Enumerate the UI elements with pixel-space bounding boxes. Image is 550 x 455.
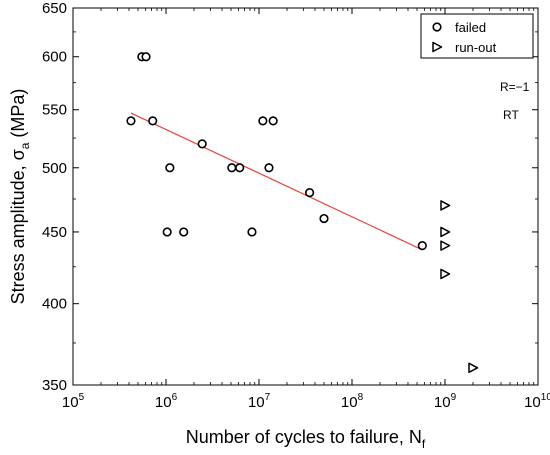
y-tick-label: 650 xyxy=(42,0,67,17)
legend-label: run-out xyxy=(455,40,497,55)
legend-box xyxy=(420,13,534,59)
run-out-point xyxy=(440,240,451,251)
failed-point xyxy=(264,163,274,173)
fit-line xyxy=(130,112,423,251)
y-tick-label: 550 xyxy=(42,102,67,119)
x-tick-label: 1010 xyxy=(524,392,550,411)
failed-point xyxy=(197,139,207,149)
annotation-r-ratio: R=−1 xyxy=(500,80,530,94)
failed-point xyxy=(126,116,136,126)
x-tick-label: 105 xyxy=(62,392,85,411)
plot-area xyxy=(126,52,479,374)
x-axis-title: Number of cycles to failure, Nf xyxy=(186,427,426,451)
axes xyxy=(72,7,539,386)
failed-point xyxy=(417,241,427,251)
x-tick-label: 107 xyxy=(248,392,271,411)
y-tick-label: 350 xyxy=(42,377,67,394)
failed-point xyxy=(258,116,268,126)
y-tick-label: 450 xyxy=(42,224,67,241)
y-tick-label: 600 xyxy=(42,49,67,66)
failed-point xyxy=(268,116,278,126)
legend-label: failed xyxy=(455,20,486,35)
annotations: R=−1 RT xyxy=(500,80,530,122)
failed-point xyxy=(227,163,237,173)
failed-point xyxy=(304,188,315,198)
x-tick-label: 108 xyxy=(341,392,364,411)
x-tick-label: 106 xyxy=(155,392,178,411)
failed-point xyxy=(247,227,257,237)
failed-point xyxy=(319,213,329,224)
run-out-point xyxy=(440,200,451,211)
failed-point xyxy=(165,163,175,173)
y-tick-label: 500 xyxy=(42,160,67,177)
failed-point xyxy=(141,52,151,62)
y-tick-label: 400 xyxy=(42,296,67,313)
failed-point xyxy=(179,227,189,237)
y-axis-title: Stress amplitude, σa (MPa) xyxy=(8,89,32,305)
failed-point xyxy=(148,116,158,126)
failed-point xyxy=(162,227,172,237)
failed-point xyxy=(235,163,245,173)
annotation-temperature: RT xyxy=(503,108,519,122)
legend-marker-failed xyxy=(432,22,442,32)
axis-labels: 105 106 107 108 109 1010 350 400 450 500 550 600 650… xyxy=(8,0,550,451)
run-out-point xyxy=(440,226,451,238)
x-tick-label: 109 xyxy=(434,392,457,411)
legend-marker-run-out xyxy=(432,41,443,53)
run-out-point xyxy=(440,268,451,280)
run-out-point xyxy=(468,362,479,374)
legend: failed run-out xyxy=(420,13,534,59)
plot-frame xyxy=(72,7,539,386)
